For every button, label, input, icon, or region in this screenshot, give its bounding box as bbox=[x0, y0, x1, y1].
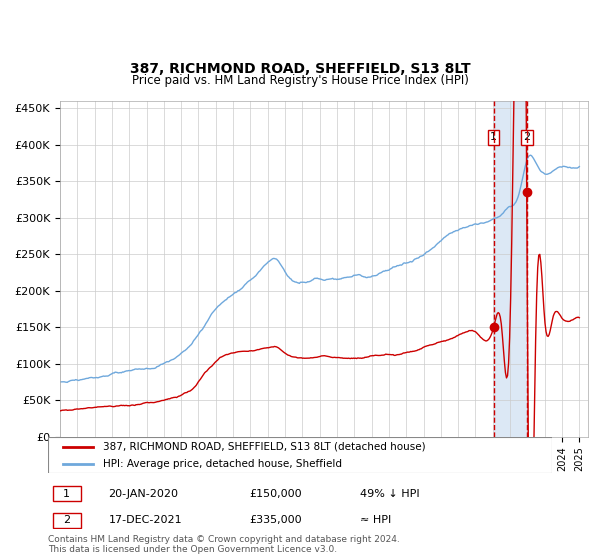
Text: £150,000: £150,000 bbox=[250, 489, 302, 499]
Text: 387, RICHMOND ROAD, SHEFFIELD, S13 8LT: 387, RICHMOND ROAD, SHEFFIELD, S13 8LT bbox=[130, 62, 470, 76]
Text: £335,000: £335,000 bbox=[250, 515, 302, 525]
Text: HPI: Average price, detached house, Sheffield: HPI: Average price, detached house, Shef… bbox=[103, 459, 343, 469]
FancyBboxPatch shape bbox=[48, 437, 552, 473]
Text: 20-JAN-2020: 20-JAN-2020 bbox=[109, 489, 178, 499]
Text: 49% ↓ HPI: 49% ↓ HPI bbox=[361, 489, 420, 499]
Text: 1: 1 bbox=[63, 489, 70, 499]
Text: 17-DEC-2021: 17-DEC-2021 bbox=[109, 515, 182, 525]
Text: ≈ HPI: ≈ HPI bbox=[361, 515, 392, 525]
Text: 2: 2 bbox=[523, 132, 530, 142]
Text: 2: 2 bbox=[63, 515, 70, 525]
Text: Contains HM Land Registry data © Crown copyright and database right 2024.
This d: Contains HM Land Registry data © Crown c… bbox=[48, 535, 400, 554]
FancyBboxPatch shape bbox=[53, 512, 81, 528]
Text: Price paid vs. HM Land Registry's House Price Index (HPI): Price paid vs. HM Land Registry's House … bbox=[131, 74, 469, 87]
Text: 387, RICHMOND ROAD, SHEFFIELD, S13 8LT (detached house): 387, RICHMOND ROAD, SHEFFIELD, S13 8LT (… bbox=[103, 442, 426, 452]
Bar bbox=[494, 101, 527, 437]
Text: 1: 1 bbox=[490, 132, 497, 142]
FancyBboxPatch shape bbox=[53, 486, 81, 502]
